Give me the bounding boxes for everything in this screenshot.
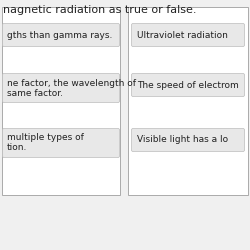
FancyBboxPatch shape — [2, 74, 120, 102]
Text: ne factor, the wavelength of: ne factor, the wavelength of — [7, 78, 136, 88]
Text: multiple types of: multiple types of — [7, 134, 84, 142]
Text: Ultraviolet radiation: Ultraviolet radiation — [137, 30, 228, 40]
FancyBboxPatch shape — [132, 24, 244, 46]
Text: The speed of electrom: The speed of electrom — [137, 80, 239, 90]
FancyBboxPatch shape — [128, 7, 248, 195]
FancyBboxPatch shape — [2, 24, 120, 46]
Text: same factor.: same factor. — [7, 88, 63, 98]
FancyBboxPatch shape — [132, 74, 244, 96]
Text: Visible light has a lo: Visible light has a lo — [137, 136, 228, 144]
FancyBboxPatch shape — [132, 128, 244, 152]
FancyBboxPatch shape — [2, 7, 120, 195]
Text: nagnetic radiation as true or false.: nagnetic radiation as true or false. — [3, 5, 196, 15]
Text: gths than gamma rays.: gths than gamma rays. — [7, 30, 112, 40]
Text: tion.: tion. — [7, 144, 28, 152]
FancyBboxPatch shape — [2, 128, 120, 158]
